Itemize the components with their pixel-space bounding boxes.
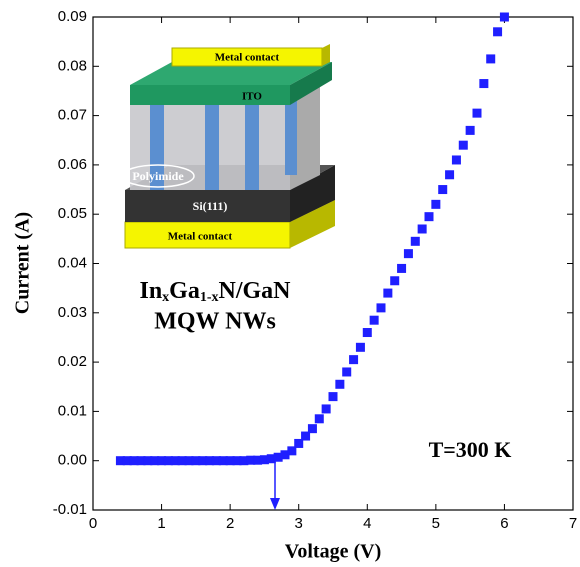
data-point: [438, 185, 447, 194]
inset-label: Metal contact: [168, 231, 233, 243]
data-point: [356, 343, 365, 352]
inset-label: Metal contact: [215, 52, 280, 64]
y-tick-label: 0.05: [58, 205, 87, 222]
data-point: [335, 380, 344, 389]
x-tick-label: 5: [432, 515, 440, 532]
x-tick-label: 4: [363, 515, 371, 532]
label-part: x: [162, 290, 169, 305]
data-point: [370, 316, 379, 325]
y-tick-label: 0.06: [58, 156, 87, 173]
data-point: [411, 237, 420, 246]
inset-shape: [130, 85, 290, 105]
data-point: [466, 126, 475, 135]
data-point: [315, 414, 324, 423]
data-point: [329, 392, 338, 401]
y-tick-label: 0.01: [58, 402, 87, 419]
y-tick-label: 0.00: [58, 452, 87, 469]
threshold-arrow-head: [270, 498, 280, 510]
x-tick-label: 0: [89, 515, 97, 532]
data-point: [445, 170, 454, 179]
data-point: [486, 54, 495, 63]
temperature-label: T=300 K: [429, 437, 512, 462]
y-tick-label: 0.08: [58, 57, 87, 74]
y-tick-label: 0.09: [58, 8, 87, 25]
inset-label: Polyimide: [132, 169, 184, 183]
data-point: [452, 155, 461, 164]
data-point: [404, 249, 413, 258]
label-part: N/GaN: [219, 278, 292, 304]
data-point: [493, 27, 502, 36]
data-point: [363, 328, 372, 337]
inset-shape: [245, 95, 259, 190]
label-part: Ga: [169, 278, 200, 304]
y-tick-label: 0.04: [58, 254, 87, 271]
data-point: [349, 355, 358, 364]
data-point: [377, 303, 386, 312]
inset-shape: [285, 95, 297, 175]
data-point: [500, 13, 509, 22]
x-tick-label: 3: [295, 515, 303, 532]
inset-shape: [205, 95, 219, 190]
data-point: [473, 109, 482, 118]
data-point: [342, 367, 351, 376]
data-point: [397, 264, 406, 273]
y-axis-label: Current (A): [12, 212, 34, 314]
inset-label: Si(111): [193, 199, 228, 213]
chart: Metal contact ITO Polyimide Si(111) Meta…: [0, 0, 580, 567]
x-tick-label: 7: [569, 515, 577, 532]
y-tick-label: 0.03: [58, 304, 87, 321]
y-tick-label: 0.02: [58, 353, 87, 370]
y-tick-label: 0.07: [58, 107, 87, 124]
data-point: [308, 424, 317, 433]
data-point: [383, 289, 392, 298]
sample-label: MQW NWs: [154, 309, 276, 335]
sample-label: InxGa1-xN/GaN: [139, 278, 291, 306]
page: {"chart_data": {"type": "scatter", "x_la…: [0, 0, 580, 567]
data-point: [390, 276, 399, 285]
data-point: [425, 212, 434, 221]
x-tick-label: 6: [500, 515, 508, 532]
data-point: [431, 200, 440, 209]
inset-label: ITO: [242, 91, 262, 103]
x-tick-label: 2: [226, 515, 234, 532]
data-point: [322, 404, 331, 413]
x-axis-label: Voltage (V): [285, 541, 381, 563]
label-part: In: [139, 278, 162, 304]
data-point: [459, 141, 468, 150]
y-tick-label: -0.01: [53, 501, 87, 518]
label-part: 1-x: [200, 290, 219, 305]
device-illustration: Metal contact ITO Polyimide Si(111) Meta…: [122, 44, 335, 248]
x-tick-label: 1: [157, 515, 165, 532]
data-point: [479, 79, 488, 88]
data-point: [418, 224, 427, 233]
